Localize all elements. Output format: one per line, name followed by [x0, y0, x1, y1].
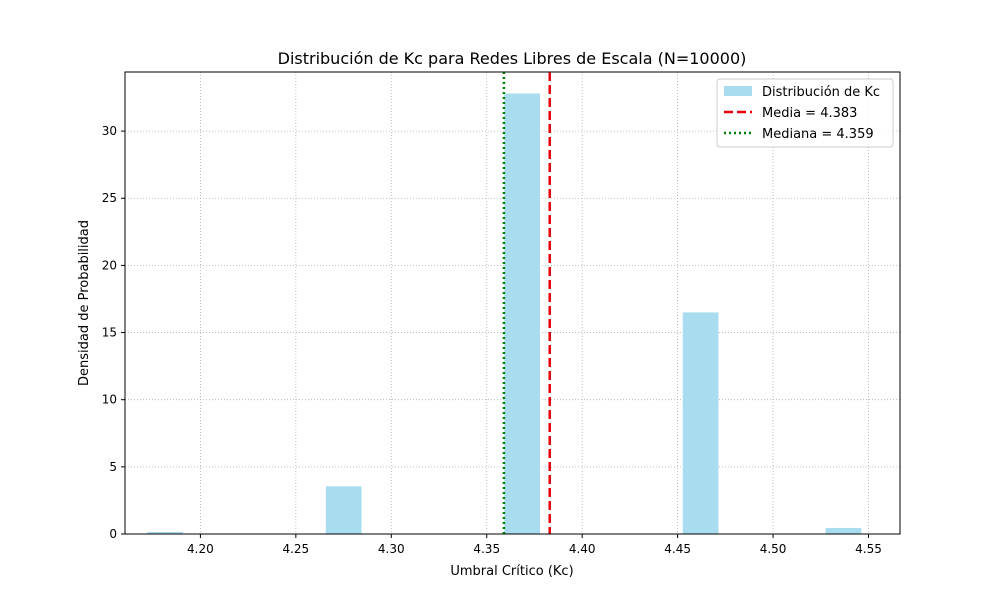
legend-swatch — [724, 86, 752, 96]
bars — [147, 93, 862, 534]
y-tick-label: 0 — [109, 527, 117, 541]
legend-label: Distribución de Kc — [762, 85, 880, 100]
x-axis-label: Umbral Crítico (Kc) — [450, 564, 573, 579]
legend-label: Mediana = 4.359 — [762, 127, 874, 142]
histogram-bar — [325, 486, 362, 534]
x-tick-label: 4.50 — [760, 542, 787, 556]
chart-title: Distribución de Kc para Redes Libres de … — [278, 49, 747, 68]
y-tick-label: 15 — [102, 326, 117, 340]
x-tick-label: 4.25 — [282, 542, 309, 556]
x-tick-label: 4.35 — [473, 542, 500, 556]
y-axis-label: Densidad de Probabilidad — [77, 220, 92, 386]
x-tick-label: 4.20 — [187, 542, 214, 556]
histogram-bar — [504, 93, 540, 534]
y-tick-label: 25 — [102, 191, 117, 205]
x-tick-label: 4.40 — [569, 542, 596, 556]
legend: Distribución de Kc Media = 4.383 Mediana =… — [716, 78, 894, 148]
legend-label: Media = 4.383 — [762, 106, 857, 121]
plot-frame — [124, 71, 901, 535]
histogram-bar — [825, 527, 862, 534]
x-tick-label: 4.55 — [855, 542, 882, 556]
y-axis-ticks: 0 5 10 15 20 25 30 — [102, 124, 125, 541]
histogram-bar — [682, 312, 719, 534]
legend-box — [716, 78, 894, 148]
y-tick-label: 10 — [102, 393, 117, 407]
histogram-bar — [147, 531, 184, 534]
y-tick-label: 30 — [102, 124, 117, 138]
y-tick-label: 20 — [102, 258, 117, 272]
x-tick-label: 4.30 — [378, 542, 405, 556]
y-tick-label: 5 — [109, 460, 117, 474]
reference-lines — [502, 72, 551, 534]
x-tick-label: 4.45 — [664, 542, 691, 556]
x-axis-ticks: 4.20 4.25 4.30 4.35 4.40 4.45 4.50 4.55 — [187, 534, 882, 556]
